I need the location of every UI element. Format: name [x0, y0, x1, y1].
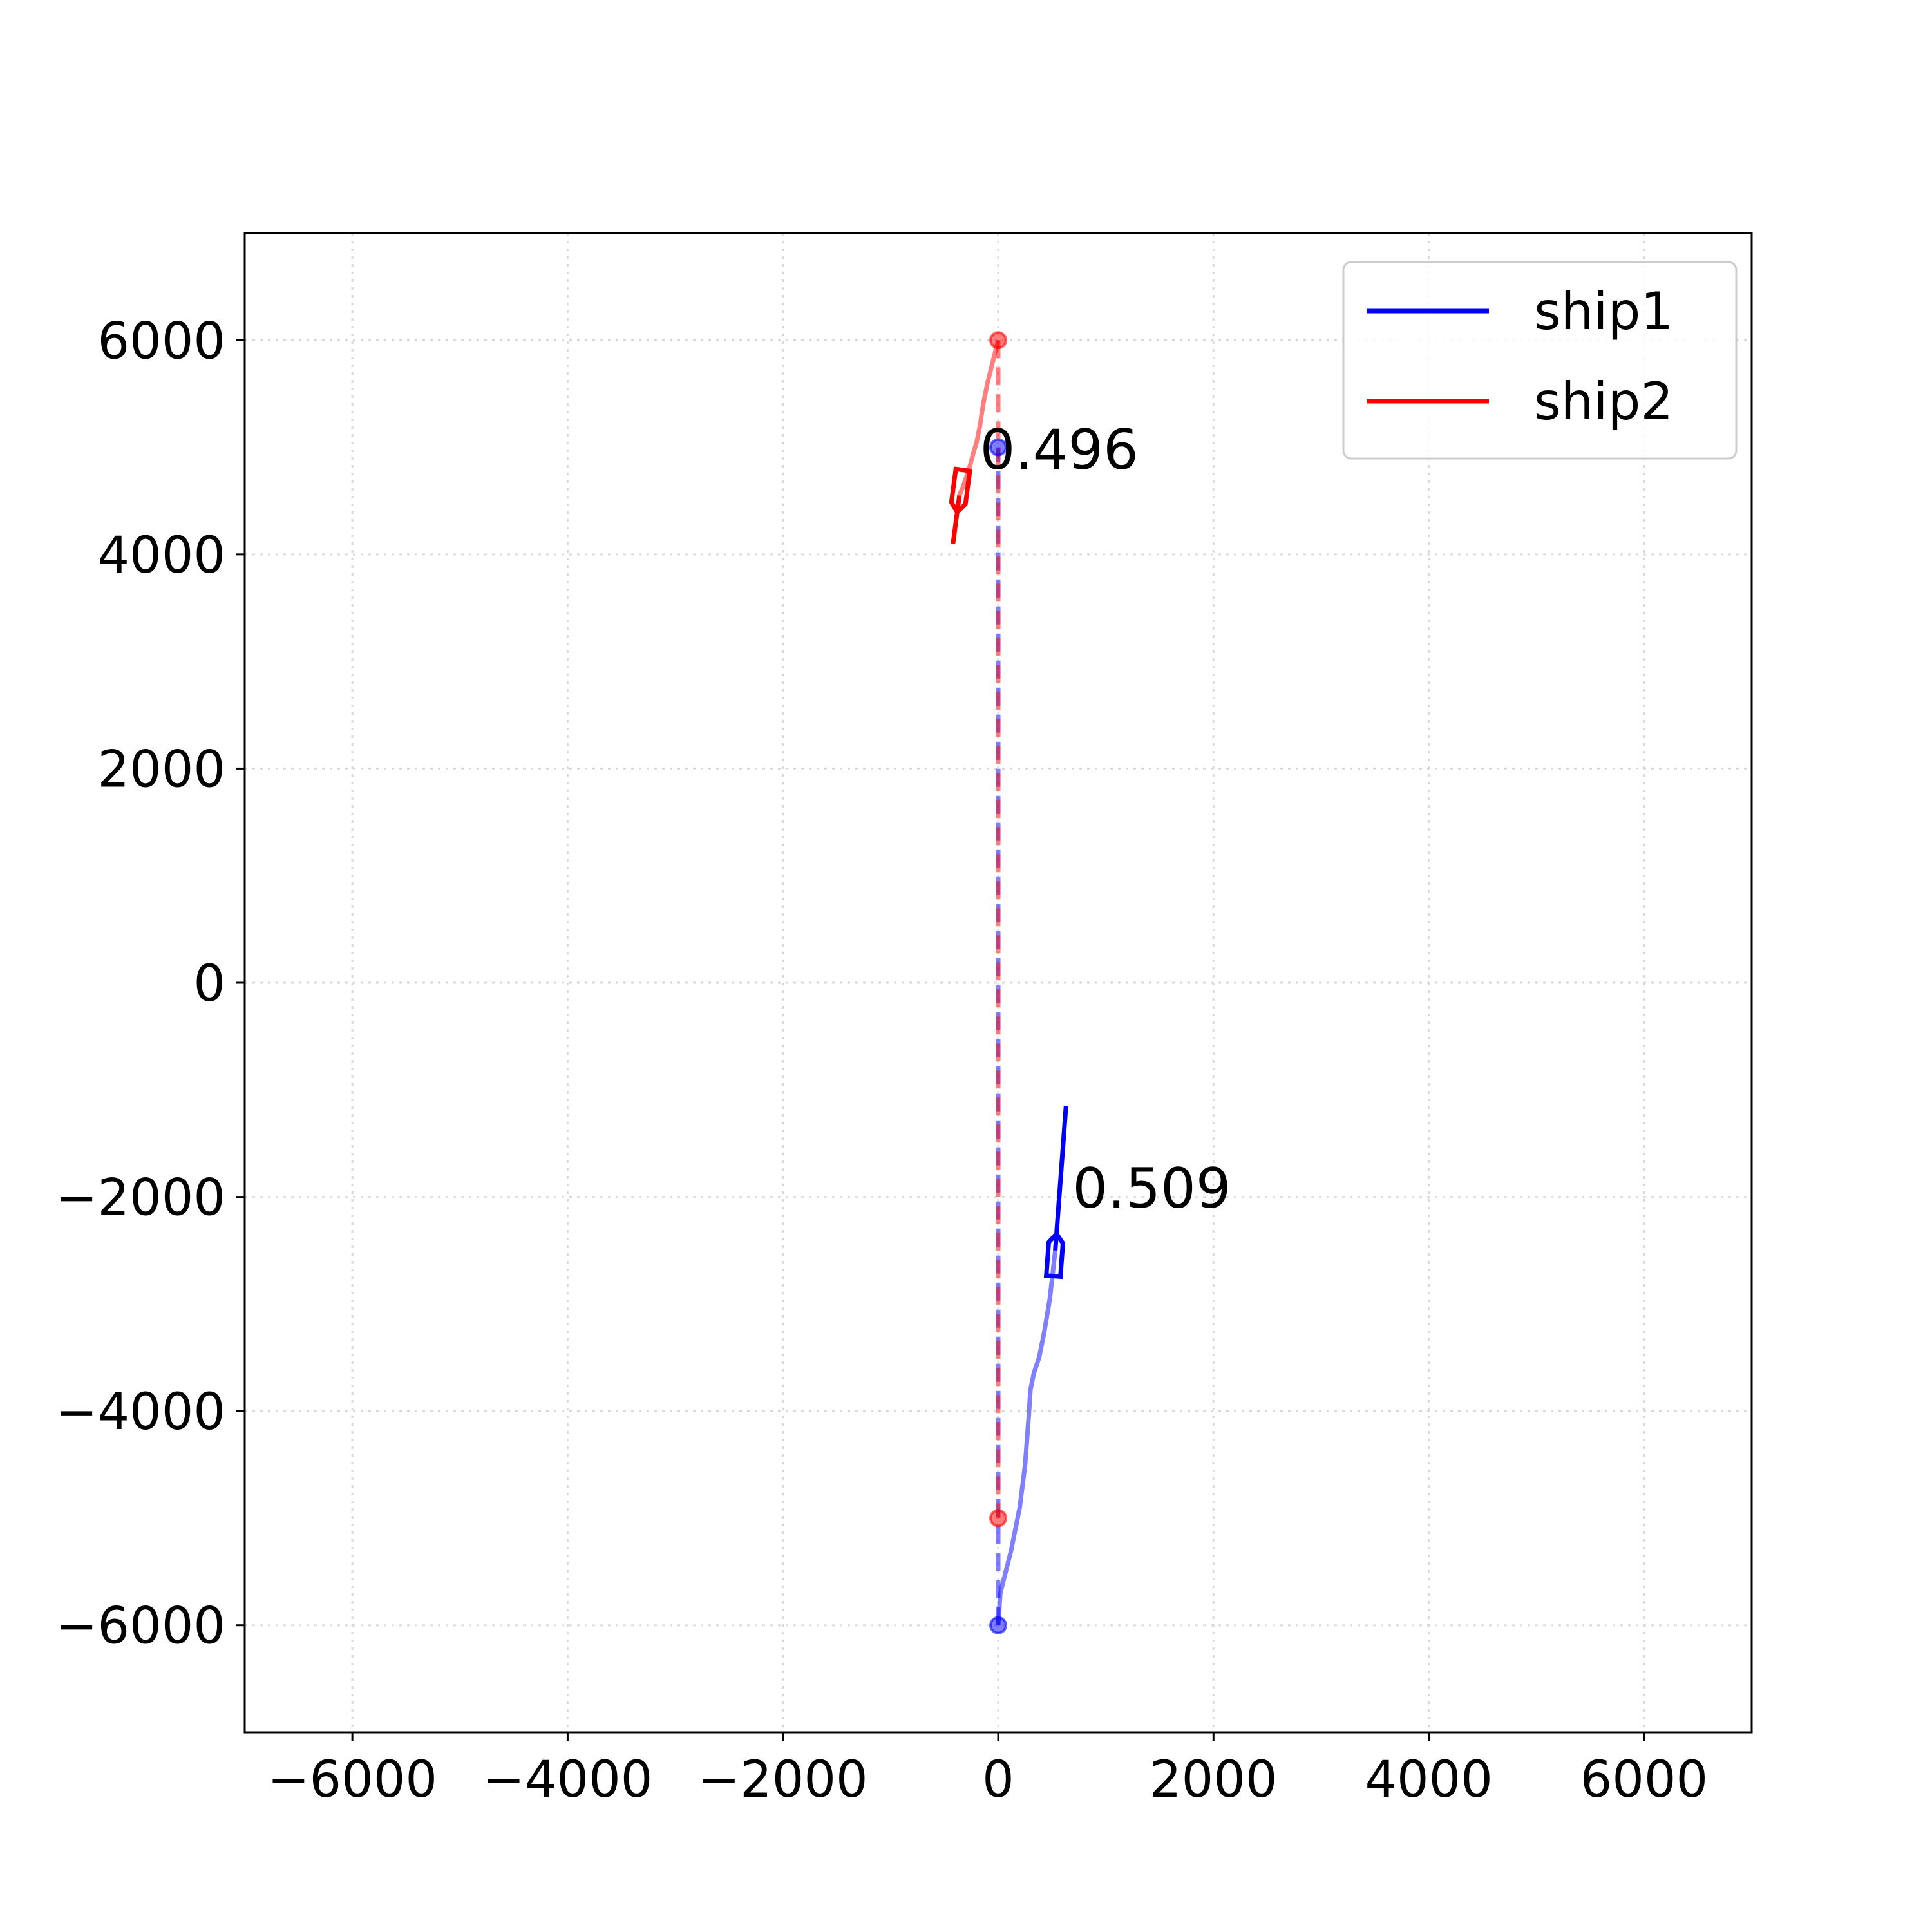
ship1-ship-hull	[1043, 1230, 1066, 1280]
ship1-goal-marker	[989, 438, 1007, 457]
x-tick-label-0: −6000	[267, 1751, 437, 1809]
ship2-annotation: 0.496	[980, 418, 1139, 482]
ship1-heading-line	[1053, 1105, 1068, 1251]
ship2-start-marker	[989, 331, 1007, 350]
ship1-trajectory	[996, 1250, 1058, 1625]
y-tick-label-4: 2000	[97, 741, 225, 799]
x-tick-label-1: −4000	[482, 1751, 652, 1809]
x-axis-ticks: −6000 −4000 −2000 0 2000 4000 6000	[267, 1732, 1708, 1809]
ship1-ship-icon	[1043, 1230, 1066, 1280]
y-tick-label-2: −2000	[55, 1170, 225, 1227]
ship2-heading-line	[951, 495, 962, 544]
ship2-trajectory	[957, 339, 1001, 497]
ship2-ship-hull	[949, 466, 972, 516]
legend-label-ship2: ship2	[1534, 372, 1673, 431]
y-tick-label-0: −6000	[55, 1598, 225, 1656]
x-tick-label-5: 4000	[1365, 1751, 1493, 1809]
x-tick-label-4: 2000	[1150, 1751, 1278, 1809]
annotations: 0.509 0.496	[980, 418, 1231, 1221]
legend-label-ship1: ship1	[1534, 281, 1673, 341]
x-tick-label-2: −2000	[698, 1751, 868, 1809]
y-tick-label-5: 4000	[97, 527, 225, 585]
markers	[949, 331, 1066, 1634]
legend: ship1 ship2	[1342, 261, 1738, 460]
ship1-annotation: 0.509	[1072, 1157, 1231, 1221]
ship2-ship-icon	[949, 466, 972, 516]
y-tick-label-3: 0	[193, 955, 225, 1013]
y-tick-label-1: −4000	[55, 1383, 225, 1441]
trajectories	[951, 339, 1068, 1625]
ship1-start-marker	[989, 1616, 1007, 1634]
ship2-goal-marker	[989, 1509, 1007, 1528]
y-axis-ticks: −6000 −4000 −2000 0 2000 4000 6000	[55, 312, 245, 1656]
x-tick-label-3: 0	[982, 1751, 1014, 1809]
y-tick-label-6: 6000	[97, 312, 225, 370]
x-tick-label-6: 6000	[1580, 1751, 1709, 1809]
